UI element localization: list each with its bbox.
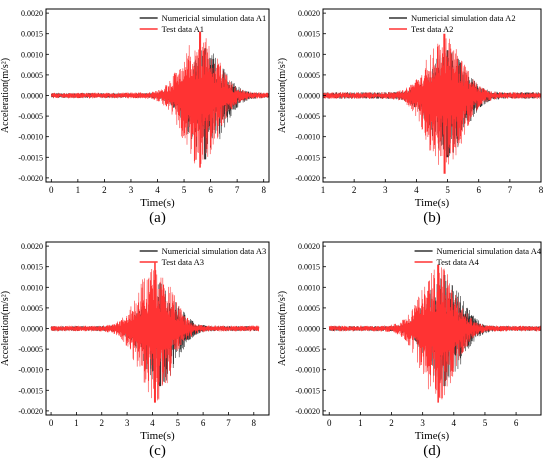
legend-label: Test data A4 xyxy=(437,257,480,267)
y-axis-label: Acceleration(m/s²) xyxy=(0,58,11,133)
y-tick-label: 0.0010 xyxy=(298,50,320,59)
x-tick-label: 2 xyxy=(352,185,357,195)
y-tick-label: -0.0020 xyxy=(295,407,320,416)
panel-label: (b) xyxy=(423,210,441,226)
series-line-2 xyxy=(51,31,269,168)
y-tick-label: -0.0015 xyxy=(295,386,320,395)
y-tick-label: -0.0020 xyxy=(18,407,43,416)
x-tick-label: 3 xyxy=(129,185,134,195)
legend-label: Test data A2 xyxy=(411,24,453,34)
x-tick-label: 1 xyxy=(321,185,326,195)
x-tick-label: 5 xyxy=(445,185,450,195)
x-tick-label: 1 xyxy=(358,418,363,428)
x-tick-label: 6 xyxy=(476,185,481,195)
x-tick-label: 2 xyxy=(102,185,107,195)
y-tick-label: -0.0010 xyxy=(295,366,320,375)
legend-label: Numericial simulation data A1 xyxy=(162,13,267,23)
x-tick-label: 5 xyxy=(182,185,187,195)
y-tick-label: 0.0005 xyxy=(21,71,43,80)
x-tick-label: 3 xyxy=(125,418,130,428)
y-tick-label: 0.0000 xyxy=(21,325,43,334)
y-tick-label: 0.0010 xyxy=(21,50,43,59)
x-axis-label: Time(s) xyxy=(415,430,450,442)
y-tick-label: 0.0020 xyxy=(21,242,43,251)
y-tick-label: 0.0020 xyxy=(298,9,320,18)
x-tick-label: 6 xyxy=(201,418,206,428)
x-tick-label: 2 xyxy=(100,418,105,428)
x-axis-label: Time(s) xyxy=(140,197,175,209)
y-tick-label: 0.0020 xyxy=(21,9,43,18)
y-tick-label: -0.0010 xyxy=(18,133,43,142)
y-tick-label: -0.0005 xyxy=(18,112,43,121)
x-tick-label: 7 xyxy=(226,418,231,428)
x-tick-label: 4 xyxy=(414,185,419,195)
y-tick-label: 0.0015 xyxy=(21,263,43,272)
y-tick-label: 0.0005 xyxy=(298,71,320,80)
x-tick-label: 1 xyxy=(76,185,81,195)
y-axis-label: Acceleration(m/s²) xyxy=(0,291,11,366)
x-tick-label: 8 xyxy=(539,185,544,195)
y-tick-label: -0.0005 xyxy=(18,345,43,354)
panel-label: (d) xyxy=(423,443,441,459)
series-line-2 xyxy=(50,262,260,403)
legend-label: Numericial simulation data A4 xyxy=(437,246,542,256)
legend-label: Numericial simulation data A3 xyxy=(162,246,267,256)
y-tick-label: 0.0010 xyxy=(21,283,43,292)
x-tick-label: 4 xyxy=(150,418,155,428)
y-tick-label: 0.0010 xyxy=(298,283,320,292)
chart-panel-2: 1 2 3 4 5 6 7 8 -0.0020 -0.0015 -0.0010 -0.0005 0.00… xyxy=(277,8,544,226)
y-tick-label: 0.0005 xyxy=(21,304,43,313)
y-tick-label: -0.0020 xyxy=(18,174,43,183)
x-tick-label: 7 xyxy=(235,185,240,195)
y-tick-label: -0.0005 xyxy=(295,112,320,121)
y-axis-label: Acceleration(m/s²) xyxy=(277,58,288,133)
legend-label: Test data A3 xyxy=(162,257,204,267)
x-tick-label: 1 xyxy=(74,418,79,428)
x-tick-label: 0 xyxy=(327,418,332,428)
y-axis-label: Acceleration(m/s²) xyxy=(277,291,288,366)
x-axis-label: Time(s) xyxy=(415,197,450,209)
x-axis-label: Time(s) xyxy=(140,430,175,442)
y-tick-label: 0.0000 xyxy=(298,325,320,334)
legend-label: Numericial simulation data A2 xyxy=(411,13,516,23)
y-tick-label: 0.0000 xyxy=(21,92,43,101)
x-tick-label: 7 xyxy=(508,185,513,195)
chart-panel-3: 0 1 2 3 4 5 6 7 8 -0.0020 -0.0015 -0.0010 -0.0005 0.0… xyxy=(0,241,270,459)
x-tick-label: 4 xyxy=(155,185,160,195)
panel-label: (a) xyxy=(149,210,166,226)
x-tick-label: 3 xyxy=(420,418,425,428)
x-tick-label: 5 xyxy=(176,418,181,428)
x-tick-label: 0 xyxy=(49,418,54,428)
x-tick-label: 8 xyxy=(261,185,266,195)
x-tick-label: 0 xyxy=(49,185,54,195)
series-line-2 xyxy=(323,33,541,174)
x-tick-label: 6 xyxy=(514,418,519,428)
y-tick-label: -0.0015 xyxy=(18,386,43,395)
panel-label: (c) xyxy=(149,443,166,459)
y-tick-label: 0.0015 xyxy=(298,263,320,272)
y-tick-label: 0.0015 xyxy=(21,30,43,39)
x-tick-label: 4 xyxy=(452,418,457,428)
y-tick-label: 0.0020 xyxy=(298,242,320,251)
x-tick-label: 2 xyxy=(389,418,394,428)
y-tick-label: -0.0010 xyxy=(18,366,43,375)
y-tick-label: -0.0010 xyxy=(295,133,320,142)
x-tick-label: 6 xyxy=(208,185,213,195)
y-tick-label: 0.0015 xyxy=(298,30,320,39)
y-tick-label: 0.0005 xyxy=(298,304,320,313)
x-tick-label: 5 xyxy=(483,418,488,428)
chart-panel-4: 0 1 2 3 4 5 6 -0.0020 -0.0015 -0.0010 -0.0005 0.000… xyxy=(277,241,542,459)
x-tick-label: 8 xyxy=(252,418,257,428)
x-tick-label: 3 xyxy=(383,185,388,195)
chart-panel-1: 0 1 2 3 4 5 6 7 8 -0.0020 -0.0015 -0.0010 -0.0005 0.0… xyxy=(0,8,270,226)
y-tick-label: 0.0000 xyxy=(298,92,320,101)
y-tick-label: -0.0015 xyxy=(18,153,43,162)
y-tick-label: -0.0005 xyxy=(295,345,320,354)
y-tick-label: -0.0015 xyxy=(295,153,320,162)
legend-label: Test data A1 xyxy=(162,24,204,34)
y-tick-label: -0.0020 xyxy=(295,174,320,183)
series-line-2 xyxy=(328,264,541,403)
